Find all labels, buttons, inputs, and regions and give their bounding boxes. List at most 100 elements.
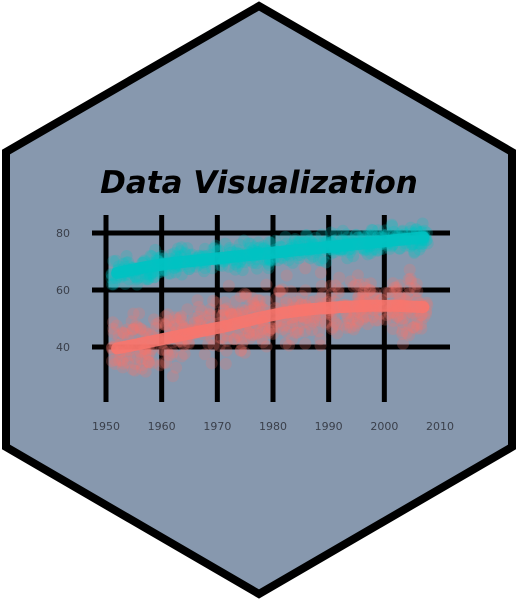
data-point <box>251 294 264 307</box>
data-point <box>144 345 157 358</box>
data-point <box>210 296 223 309</box>
data-point <box>262 327 275 340</box>
data-point <box>157 318 170 331</box>
data-point <box>396 318 409 330</box>
data-point <box>149 243 162 256</box>
data-point <box>320 317 333 330</box>
data-point <box>120 350 133 363</box>
data-point <box>156 343 168 356</box>
trend-line <box>111 299 430 355</box>
data-point <box>247 297 260 309</box>
data-point <box>144 249 157 262</box>
data-point <box>394 290 407 303</box>
data-point <box>263 236 275 249</box>
data-point <box>387 277 399 290</box>
data-point <box>141 273 154 286</box>
data-point <box>281 326 294 339</box>
data-point <box>169 311 182 324</box>
data-point <box>262 262 275 275</box>
x-tick-label: 1970 <box>203 420 231 433</box>
data-point <box>110 319 123 332</box>
data-point <box>145 250 158 263</box>
data-point <box>391 309 404 322</box>
data-point <box>328 316 341 329</box>
chart: 40 60 80 1950 1960 1970 1980 1990 2000 2010 <box>56 215 454 433</box>
data-point <box>357 287 369 300</box>
data-point <box>238 333 251 346</box>
data-point <box>314 333 327 346</box>
data-point <box>280 269 293 282</box>
data-point <box>307 315 320 328</box>
data-point <box>389 285 402 298</box>
data-point <box>198 348 211 361</box>
data-point <box>288 234 301 247</box>
data-point <box>188 316 201 329</box>
data-point <box>142 272 155 285</box>
data-point <box>291 295 304 308</box>
data-point <box>326 321 339 334</box>
data-point <box>331 318 344 331</box>
data-point <box>372 314 385 327</box>
data-point <box>345 313 358 326</box>
data-point <box>222 279 235 292</box>
data-point <box>255 326 268 339</box>
data-point <box>295 289 308 302</box>
data-point <box>208 242 221 255</box>
data-point <box>264 236 277 249</box>
data-point <box>299 337 312 350</box>
data-point <box>107 278 120 291</box>
data-point <box>340 228 353 241</box>
data-point <box>148 271 161 284</box>
data-point <box>130 319 143 331</box>
data-point <box>292 326 305 339</box>
data-point <box>343 316 356 329</box>
data-point <box>107 255 120 268</box>
data-point <box>403 318 415 331</box>
data-point <box>298 325 311 338</box>
data-point <box>410 322 423 335</box>
data-point <box>304 252 317 265</box>
data-point <box>242 237 255 250</box>
data-point <box>347 323 360 336</box>
data-point <box>367 288 379 301</box>
data-point <box>361 318 374 331</box>
data-point <box>109 354 122 367</box>
data-point <box>328 311 341 324</box>
data-point <box>404 272 417 285</box>
data-point <box>250 327 263 340</box>
data-point <box>390 281 403 294</box>
data-point <box>202 338 215 350</box>
x-tick-label: 2000 <box>370 420 398 433</box>
data-point <box>413 243 426 256</box>
data-point <box>159 318 172 330</box>
data-point <box>289 326 302 339</box>
data-point <box>219 237 232 250</box>
data-point <box>207 294 220 307</box>
data-point <box>393 279 406 292</box>
data-point <box>139 365 152 378</box>
data-point <box>213 331 226 344</box>
data-point <box>320 316 332 328</box>
y-tick-label: 80 <box>56 227 70 240</box>
data-point <box>112 329 125 342</box>
data-point <box>265 322 278 335</box>
data-point <box>209 239 222 252</box>
data-point <box>157 356 170 369</box>
data-point <box>129 358 142 370</box>
data-point <box>349 319 362 332</box>
data-point <box>276 283 289 296</box>
data-point <box>254 299 267 312</box>
data-point <box>357 311 370 323</box>
data-point <box>126 363 139 376</box>
data-point <box>122 356 134 369</box>
data-point <box>332 286 345 299</box>
data-point <box>168 318 181 331</box>
data-point <box>211 309 224 322</box>
data-point <box>279 337 292 350</box>
data-point <box>390 284 403 296</box>
data-point <box>299 229 312 242</box>
data-point <box>235 332 248 345</box>
data-point <box>133 307 146 320</box>
data-point <box>279 230 292 243</box>
data-point <box>161 345 174 358</box>
